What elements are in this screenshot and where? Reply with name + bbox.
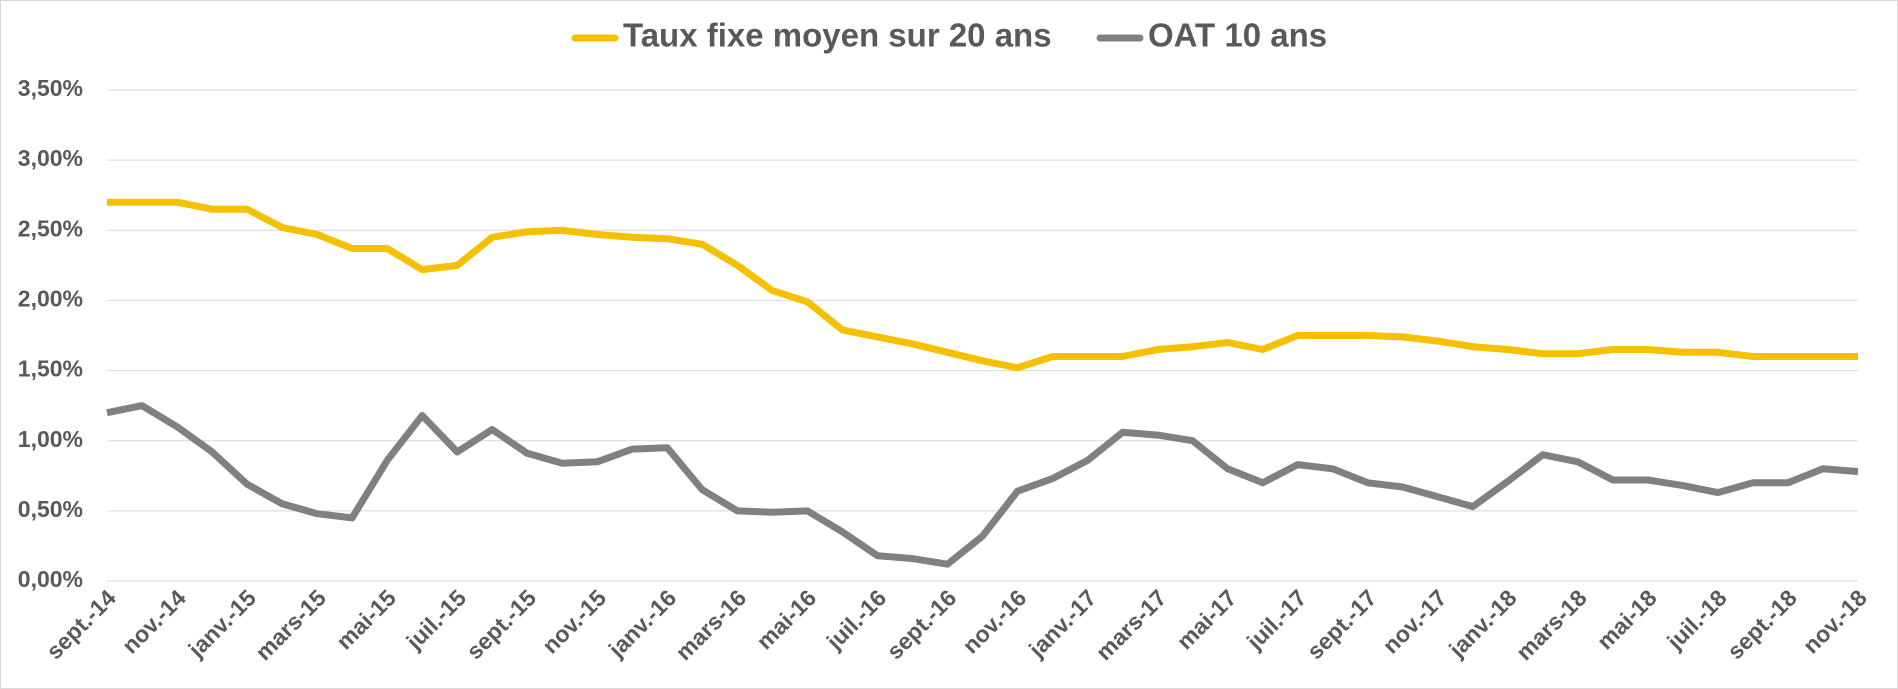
series-line [106,402,1859,568]
legend-label: OAT 10 ans [1148,17,1327,54]
series-line [107,198,1858,372]
y-tick-label: 2,50% [18,215,83,241]
y-tick-label: 1,00% [18,426,83,452]
y-tick-label: 3,50% [18,75,83,101]
y-tick-label: 0,50% [18,496,83,522]
y-tick-label: 0,00% [18,566,83,592]
y-tick-label: 3,00% [18,145,83,171]
legend-label: Taux fixe moyen sur 20 ans [623,17,1052,54]
y-tick-label: 2,00% [18,286,83,312]
y-tick-label: 1,50% [18,356,83,382]
